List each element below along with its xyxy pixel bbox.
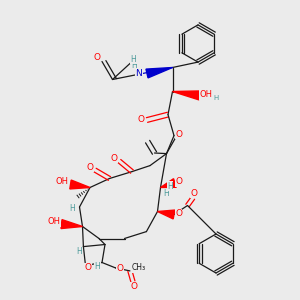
Text: H: H bbox=[130, 55, 136, 64]
Polygon shape bbox=[146, 68, 172, 78]
Text: O: O bbox=[175, 209, 182, 218]
Text: O: O bbox=[191, 189, 198, 198]
Polygon shape bbox=[172, 91, 200, 100]
Text: N: N bbox=[136, 69, 142, 78]
Text: O: O bbox=[130, 282, 137, 291]
Text: H: H bbox=[164, 189, 169, 198]
Text: CH₃: CH₃ bbox=[132, 263, 146, 272]
Text: O: O bbox=[86, 163, 93, 172]
Text: O: O bbox=[84, 263, 91, 272]
Text: H: H bbox=[167, 182, 173, 191]
Text: H: H bbox=[69, 204, 75, 213]
Text: O: O bbox=[93, 53, 100, 62]
Text: H: H bbox=[76, 247, 82, 256]
Text: OH: OH bbox=[56, 177, 69, 186]
Text: O: O bbox=[116, 264, 123, 273]
Text: O: O bbox=[176, 130, 183, 139]
Polygon shape bbox=[70, 180, 90, 189]
Text: O: O bbox=[137, 116, 145, 124]
Text: OH: OH bbox=[200, 90, 213, 99]
Text: H: H bbox=[213, 95, 219, 101]
Text: OH: OH bbox=[47, 217, 61, 226]
Text: H: H bbox=[94, 262, 100, 271]
Polygon shape bbox=[158, 210, 175, 219]
Polygon shape bbox=[160, 179, 176, 188]
Polygon shape bbox=[61, 220, 82, 229]
Text: O: O bbox=[110, 154, 118, 163]
Text: O: O bbox=[175, 177, 182, 186]
Text: H: H bbox=[131, 61, 137, 70]
